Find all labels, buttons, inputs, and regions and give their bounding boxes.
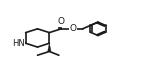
- Text: HN: HN: [12, 39, 25, 48]
- Text: O: O: [70, 24, 77, 33]
- Text: O: O: [58, 17, 65, 26]
- Polygon shape: [48, 43, 51, 51]
